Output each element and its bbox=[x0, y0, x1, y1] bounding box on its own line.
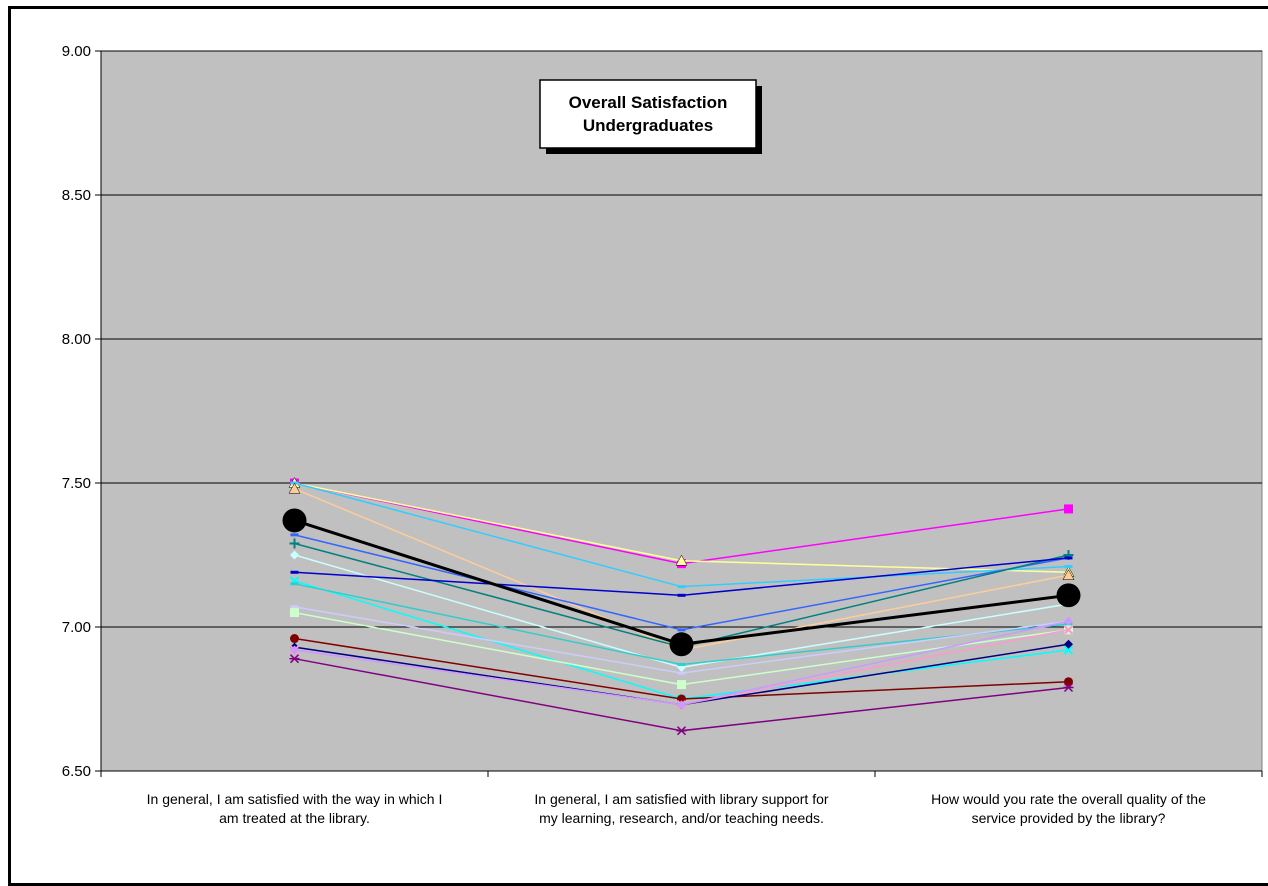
data-point bbox=[288, 482, 301, 494]
data-point bbox=[1064, 677, 1073, 687]
y-tick-label: 7.00 bbox=[62, 619, 91, 636]
series-2 bbox=[290, 481, 1073, 589]
series-15 bbox=[290, 616, 1073, 710]
chart-title-line-2: Undergraduates bbox=[583, 116, 713, 135]
data-point bbox=[676, 726, 687, 736]
x-axis: In general, I am satisfied with the way … bbox=[100, 770, 1263, 826]
data-point bbox=[677, 680, 686, 690]
series-layer bbox=[282, 476, 1081, 736]
series-16 bbox=[289, 654, 1074, 736]
y-tick-label: 7.50 bbox=[62, 475, 91, 492]
data-point bbox=[290, 645, 299, 655]
x-category-label: In general, I am satisfied with the way … bbox=[147, 791, 443, 807]
x-category-label: am treated at the library. bbox=[219, 810, 370, 826]
x-category-label: service provided by the library? bbox=[972, 810, 1166, 826]
y-tick-label: 8.50 bbox=[62, 187, 91, 204]
data-point bbox=[1063, 682, 1074, 693]
data-point bbox=[1056, 583, 1081, 608]
series-17 bbox=[282, 508, 1081, 657]
data-point bbox=[1064, 639, 1073, 649]
chart-title-line-1: Overall Satisfaction bbox=[569, 93, 728, 112]
data-point bbox=[289, 654, 300, 664]
data-point bbox=[282, 508, 307, 533]
data-point bbox=[1062, 569, 1075, 580]
x-category-label: In general, I am satisfied with library … bbox=[534, 791, 828, 807]
x-category-label: How would you rate the overall quality o… bbox=[931, 791, 1206, 807]
y-tick-label: 8.00 bbox=[62, 331, 91, 348]
data-point bbox=[669, 632, 694, 657]
data-point bbox=[677, 700, 686, 710]
data-point bbox=[1064, 504, 1073, 514]
data-point bbox=[289, 538, 300, 549]
data-point bbox=[1064, 616, 1073, 626]
data-point bbox=[290, 608, 299, 618]
data-point bbox=[1063, 625, 1074, 635]
data-point bbox=[290, 550, 299, 560]
x-category-label: my learning, research, and/or teaching n… bbox=[539, 810, 824, 826]
y-axis: 6.50 7.00 7.50 8.00 8.50 9.00 bbox=[62, 43, 102, 780]
series-7 bbox=[290, 556, 1073, 597]
data-point bbox=[1063, 645, 1074, 655]
y-tick-label: 6.50 bbox=[62, 763, 91, 780]
title-box-bg bbox=[539, 79, 757, 149]
data-point bbox=[675, 554, 688, 566]
chart-title-box: Overall Satisfaction Undergraduates bbox=[539, 79, 762, 154]
y-tick-label: 9.00 bbox=[62, 43, 91, 60]
data-point bbox=[290, 634, 299, 644]
